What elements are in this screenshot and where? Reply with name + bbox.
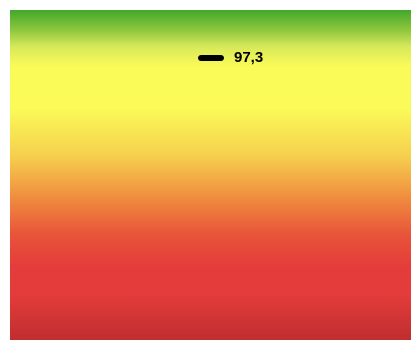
marker-bar-icon	[198, 54, 224, 61]
value-marker: 97,3	[198, 50, 263, 65]
marker-value-label: 97,3	[234, 49, 264, 66]
gauge-gradient-panel: 97,3	[10, 10, 411, 340]
